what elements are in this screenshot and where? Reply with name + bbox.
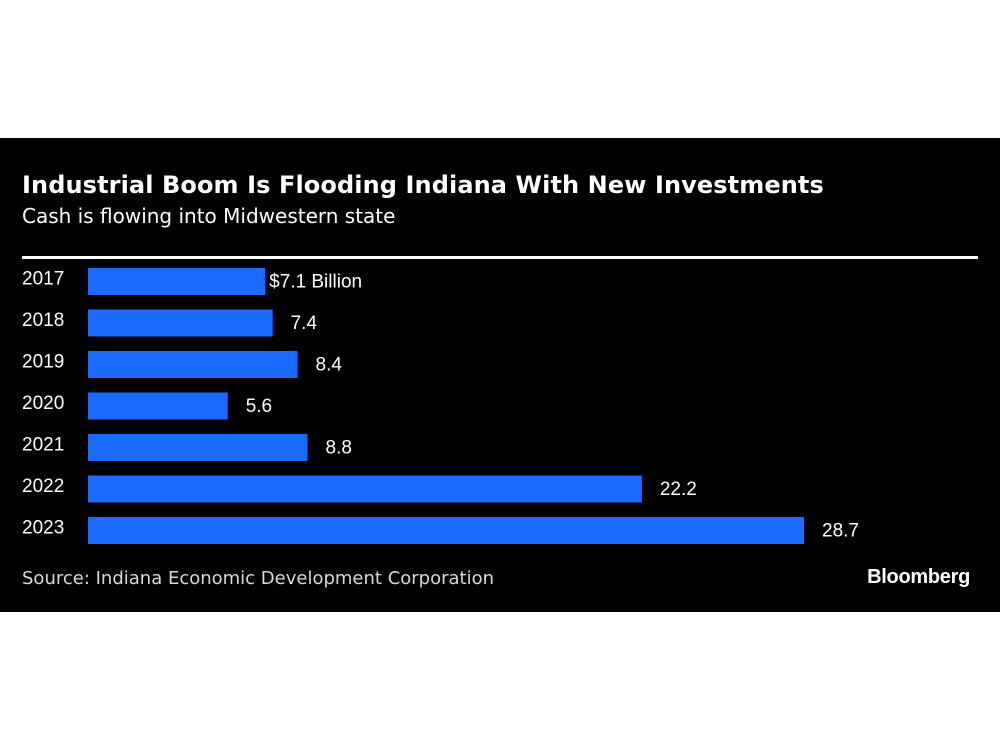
bar-2017 — [88, 268, 266, 295]
chart-subtitle: Cash is flowing into Midwestern state — [22, 204, 396, 228]
value-label-2022: 22.2 — [660, 479, 697, 500]
value-label-2020: 5.6 — [246, 396, 272, 417]
bloomberg-logo: Bloomberg — [867, 566, 970, 588]
value-label-2021: 8.8 — [326, 438, 352, 459]
bar-2022 — [88, 475, 642, 503]
source-note: Source: Indiana Economic Development Cor… — [22, 568, 495, 589]
year-label-2018: 2018 — [22, 310, 64, 331]
bar-2019 — [88, 351, 298, 378]
year-label-2019: 2019 — [22, 352, 64, 373]
bar-chart: 2017 $7.1 Billion 2018 7.4 2019 8.4 2020 5.6 202… — [22, 268, 859, 544]
year-label-2021: 2021 — [22, 435, 64, 456]
bar-2018 — [88, 309, 273, 337]
title-divider — [22, 256, 978, 259]
value-label-2017: $7.1 Billion — [269, 272, 362, 293]
year-label-2022: 2022 — [22, 476, 64, 497]
bar-2020 — [88, 392, 228, 420]
chart-title: Industrial Boom Is Flooding Indiana With… — [22, 171, 824, 199]
value-label-2019: 8.4 — [316, 355, 343, 376]
bar-2021 — [88, 434, 308, 461]
chart-panel: Industrial Boom Is Flooding Indiana With… — [0, 138, 1000, 612]
value-label-2018: 7.4 — [291, 313, 318, 334]
value-label-2023: 28.7 — [822, 521, 859, 542]
year-label-2017: 2017 — [22, 269, 64, 290]
year-label-2023: 2023 — [22, 518, 64, 539]
year-label-2020: 2020 — [22, 393, 64, 414]
bar-2023 — [88, 517, 804, 544]
